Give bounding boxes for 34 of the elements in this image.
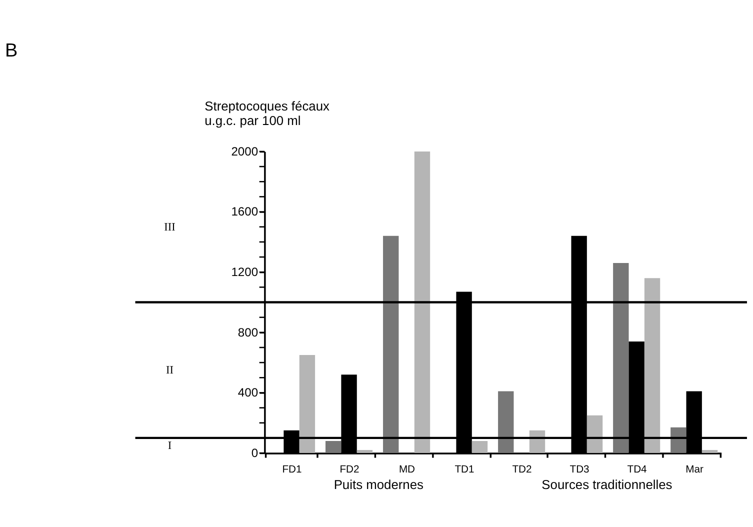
- x-tick-label: Mar: [686, 464, 704, 476]
- bar: [383, 236, 399, 454]
- y-tick-label: 1600: [231, 204, 258, 219]
- bar: [299, 355, 316, 454]
- y-tick-label: 0: [251, 446, 258, 460]
- x-tick-label: FD1: [282, 464, 302, 476]
- text: Puits modernes: [334, 477, 424, 492]
- bar: [498, 391, 514, 454]
- bar: [644, 278, 660, 454]
- y-axis-title: Streptocoques fécaux u.g.c. par 100 ml: [204, 98, 330, 128]
- bar: [356, 450, 373, 454]
- bar: [613, 263, 629, 454]
- bar: [586, 415, 603, 454]
- text: I: [168, 440, 172, 452]
- x-tick-label: TD2: [512, 464, 532, 476]
- x-tick-label: FD2: [340, 464, 360, 476]
- source-note: Sources traditionnelles: [542, 477, 672, 492]
- text: II: [166, 364, 174, 377]
- x-tick-label: TD1: [454, 464, 474, 476]
- x-tick-label: TD4: [627, 464, 648, 476]
- y-tick-label: 2000: [231, 144, 258, 158]
- bar: [326, 440, 342, 454]
- bar: [670, 427, 686, 454]
- bar: [702, 450, 718, 454]
- text: III: [164, 221, 176, 234]
- bar: [472, 440, 488, 454]
- y-tick-label: 1200: [231, 264, 258, 279]
- x-tick-label: TD3: [570, 464, 590, 476]
- bar: [529, 430, 546, 454]
- text: B: [4, 40, 18, 62]
- bar: [414, 151, 430, 454]
- x-tick-label: MD: [398, 464, 416, 476]
- y-tick-label: 400: [238, 386, 258, 400]
- y-tick-label: 800: [238, 325, 258, 340]
